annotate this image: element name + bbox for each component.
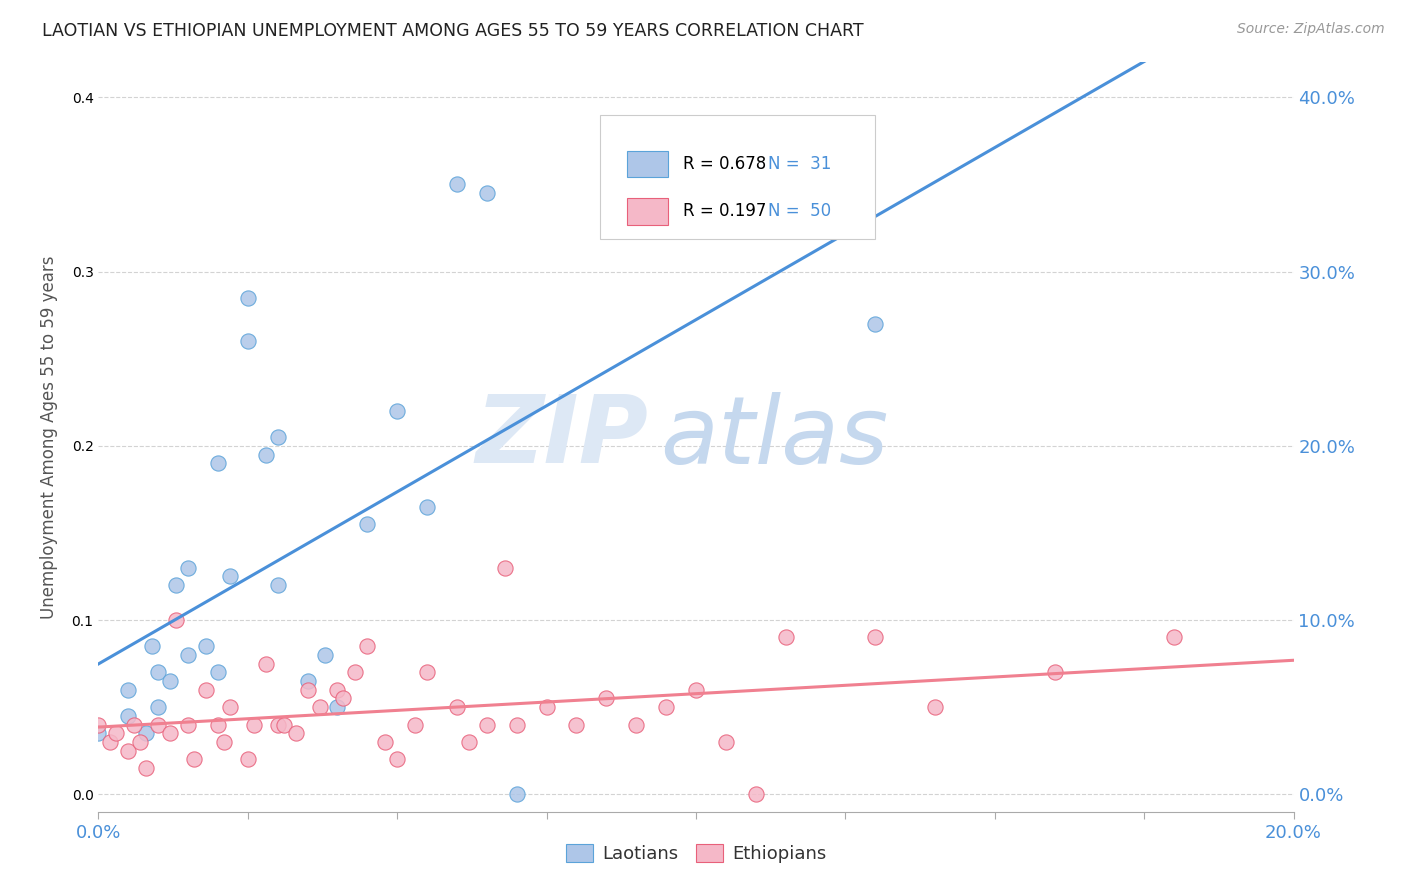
Point: [595, 691, 617, 706]
Y-axis label: Unemployment Among Ages 55 to 59 years: Unemployment Among Ages 55 to 59 years: [39, 255, 58, 619]
Point: [135, 726, 157, 740]
Point: [416, 665, 439, 680]
Point: [374, 735, 396, 749]
Point: [308, 700, 330, 714]
Point: [177, 648, 200, 662]
Point: [506, 787, 529, 801]
Point: [236, 752, 259, 766]
Point: [326, 682, 349, 697]
Point: [267, 578, 290, 592]
Point: [267, 717, 290, 731]
Point: [207, 665, 229, 680]
Point: [165, 578, 187, 592]
Point: [87, 717, 110, 731]
Point: [494, 561, 516, 575]
Point: [177, 717, 200, 731]
Point: [98, 735, 122, 749]
Point: [775, 631, 797, 645]
Text: Source: ZipAtlas.com: Source: ZipAtlas.com: [1237, 22, 1385, 37]
Point: [159, 726, 181, 740]
Point: [446, 178, 468, 192]
Point: [124, 717, 146, 731]
Point: [626, 717, 648, 731]
FancyBboxPatch shape: [600, 115, 875, 238]
Point: [87, 726, 110, 740]
Point: [385, 404, 409, 418]
Point: [356, 517, 378, 532]
Text: ZIP: ZIP: [475, 391, 648, 483]
Point: [212, 735, 235, 749]
FancyBboxPatch shape: [627, 151, 668, 177]
Text: LAOTIAN VS ETHIOPIAN UNEMPLOYMENT AMONG AGES 55 TO 59 YEARS CORRELATION CHART: LAOTIAN VS ETHIOPIAN UNEMPLOYMENT AMONG …: [42, 22, 863, 40]
Point: [165, 613, 187, 627]
Point: [148, 700, 170, 714]
Point: [254, 657, 277, 671]
Point: [458, 735, 481, 749]
Point: [243, 717, 266, 731]
Point: [267, 430, 290, 444]
Text: N =  50: N = 50: [768, 202, 831, 220]
Point: [655, 700, 678, 714]
Point: [475, 186, 498, 201]
Point: [117, 682, 139, 697]
Point: [148, 717, 170, 731]
Point: [105, 726, 128, 740]
Point: [315, 648, 337, 662]
Point: [714, 735, 737, 749]
Point: [865, 317, 887, 331]
Point: [804, 194, 827, 209]
Legend: Laotians, Ethiopians: Laotians, Ethiopians: [558, 837, 834, 870]
Point: [297, 673, 319, 688]
Point: [254, 448, 277, 462]
Point: [404, 717, 426, 731]
Point: [1043, 665, 1066, 680]
Point: [297, 682, 319, 697]
Point: [745, 787, 768, 801]
Point: [148, 665, 170, 680]
Point: [536, 700, 558, 714]
Point: [183, 752, 205, 766]
Point: [475, 717, 498, 731]
Point: [117, 709, 139, 723]
Text: atlas: atlas: [661, 392, 889, 483]
Point: [195, 639, 218, 653]
Point: [356, 639, 378, 653]
FancyBboxPatch shape: [627, 198, 668, 225]
Point: [141, 639, 163, 653]
Point: [865, 631, 887, 645]
Point: [117, 744, 139, 758]
Point: [326, 700, 349, 714]
Point: [236, 291, 259, 305]
Text: N =  31: N = 31: [768, 154, 831, 173]
Point: [273, 717, 295, 731]
Point: [135, 761, 157, 775]
Point: [284, 726, 307, 740]
Point: [924, 700, 946, 714]
Point: [219, 569, 242, 583]
Point: [219, 700, 242, 714]
Point: [685, 682, 707, 697]
Point: [236, 334, 259, 349]
Point: [446, 700, 468, 714]
Point: [565, 717, 588, 731]
Point: [207, 456, 229, 470]
Point: [344, 665, 367, 680]
Point: [177, 561, 200, 575]
Point: [1163, 631, 1185, 645]
Point: [207, 717, 229, 731]
Text: R = 0.197: R = 0.197: [683, 202, 766, 220]
Point: [385, 752, 409, 766]
Point: [506, 717, 529, 731]
Point: [332, 691, 354, 706]
Point: [416, 500, 439, 514]
Point: [129, 735, 152, 749]
Point: [159, 673, 181, 688]
Point: [195, 682, 218, 697]
Text: R = 0.678: R = 0.678: [683, 154, 766, 173]
